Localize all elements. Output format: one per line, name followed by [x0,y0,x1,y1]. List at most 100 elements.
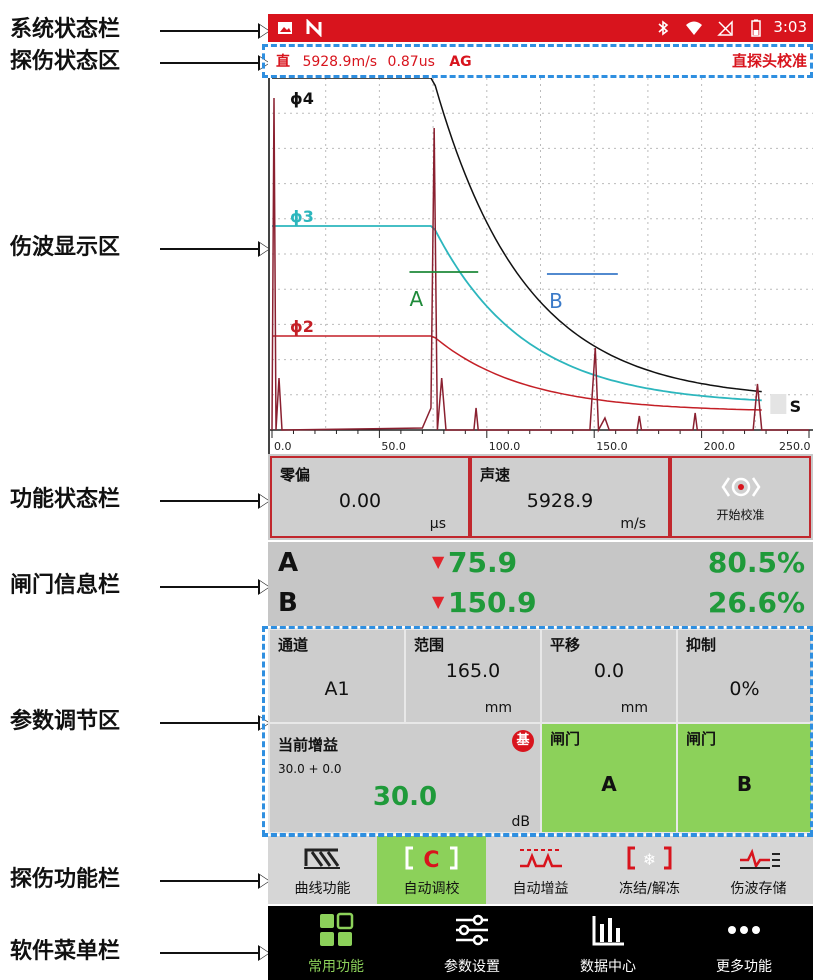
gain-cell[interactable]: 当前增益 基 30.0 + 0.0 30.0 dB [270,724,540,832]
detect-status-area: 直 5928.9m/s 0.87us AG 直探头校准 [268,44,813,76]
range-label: 范围 [414,636,445,654]
arrow-icon [258,873,270,889]
shift-unit: mm [620,700,648,716]
gain-value: 30.0 [372,782,438,812]
channel-cell[interactable]: 通道 A1 [270,630,404,722]
arrow-icon [258,579,270,595]
freeze-label: 冻结/解冻 [619,881,680,897]
device-screen: 3:03 直 5928.9m/s 0.87us AG 直探头校准 0.0 50.0… [262,14,813,980]
gate-a-amplitude: 80.5% [707,546,805,579]
wave-plot[interactable]: 0.0 50.0 100.0 150.0 200.0 250.0 A Bϕ4 ϕ3 ϕ2 S [270,77,813,454]
gate-a-button[interactable]: 闸门 A [542,724,676,832]
zero-offset-cell[interactable]: 零偏 0.00 μs [270,456,470,538]
annotation-label: 伤波显示区 [10,235,121,260]
menu-more-functions[interactable]: 更多功能 [676,906,812,980]
velocity-value: 5928.9 [526,490,594,512]
zero-offset-value: 0.00 [338,490,382,512]
scan-marker-box [770,394,787,414]
curve-function-button[interactable]: 曲线功能 [268,836,377,904]
gate-b-row: B ▼ 150.9 26.6% [268,584,813,624]
probe-calibration-title: 直探头校准 [731,52,807,70]
menu-parameter-settings-label: 参数设置 [444,959,500,975]
annotation-func-status: 功能状态栏 [0,480,270,520]
annotation-label: 探伤状态区 [10,49,121,74]
auto-calibrate-button[interactable]: C 自动调校 [377,836,486,904]
wave-save-label: 伤波存储 [730,881,787,897]
parameter-area: 通道 A1 范围 165.0 mm 平移 0.0 mm 抑制 0% 当前增益 基… [268,628,813,834]
menu-data-center[interactable]: 数据中心 [540,906,676,980]
gate-a-name: A [278,548,299,578]
gate-b-label: B [549,289,563,313]
x-tick-label: 50.0 [381,440,406,453]
range-unit: mm [484,700,512,716]
bar-chart-icon [592,916,624,946]
menu-common-functions-label: 常用功能 [308,959,364,975]
gate-a-button-value: A [601,772,617,796]
auto-gain-button[interactable]: 自动增益 [486,836,595,904]
annotation-system-status: 系统状态栏 [0,10,270,50]
gate-info-bar: A ▼ 75.9 80.5% B ▼ 150.9 26.6% [268,542,813,626]
eye-target-icon [720,477,761,497]
gain-base-badge[interactable]: 基 [512,730,534,752]
velocity-unit: m/s [620,516,646,532]
arrow-icon [258,945,270,961]
svg-text:C: C [423,848,439,872]
menu-common-functions[interactable]: 常用功能 [268,906,404,980]
zero-offset-label: 零偏 [280,466,311,484]
annotation-label: 功能状态栏 [10,487,121,512]
phi3-curve [272,225,762,402]
x-tick-label: 150.0 [596,440,628,453]
gate-a-button-label: 闸门 [550,730,581,748]
annotation-line [160,952,260,954]
auto-calibrate-icon: C [405,846,458,872]
menu-parameter-settings[interactable]: 参数设置 [404,906,540,980]
phi4-label: ϕ4 [290,89,314,108]
gain-label: 当前增益 [278,736,339,754]
range-cell[interactable]: 范围 165.0 mm [406,630,540,722]
wifi-icon [685,21,702,35]
x-tick-label: 250.0 [779,440,811,453]
annotation-wave-display: 伤波显示区 [0,228,270,268]
start-calibration-button[interactable]: 开始校准 [670,456,811,538]
shift-cell[interactable]: 平移 0.0 mm [542,630,676,722]
start-calibration-label: 开始校准 [716,508,765,522]
annotation-label: 软件菜单栏 [10,939,121,964]
probe-mode: 直 [276,54,290,70]
bluetooth-icon [658,19,669,36]
phi2-label: ϕ2 [290,317,314,336]
gate-b-amplitude: 26.6% [707,586,805,619]
reject-cell[interactable]: 抑制 0% [678,630,811,722]
gain-mode-badge: AG [449,54,472,70]
annotation-label: 参数调节区 [10,709,121,734]
arrow-down-icon: ▼ [432,552,445,571]
freeze-icon: ❄ [627,846,672,870]
gate-b-button[interactable]: 闸门 B [678,724,811,832]
reject-value: 0% [729,678,760,700]
annotation-label: 系统状态栏 [10,17,121,42]
phi2-curve [272,335,762,411]
grid-icon [320,912,354,946]
velocity-cell[interactable]: 声速 5928.9 m/s [470,456,670,538]
x-tick-label: 100.0 [489,440,521,453]
annotation-line [160,248,260,250]
freeze-button[interactable]: ❄ 冻结/解冻 [595,836,704,904]
gate-b-position: 150.9 [448,586,537,619]
arrow-down-icon: ▼ [432,592,445,611]
gate-a-row: A ▼ 75.9 80.5% [268,544,813,584]
svg-text:❄: ❄ [643,850,656,869]
software-menu-bar: 常用功能 参数设置 数据中心 [268,906,813,980]
annotation-detect-status: 探伤状态区 [0,42,270,82]
reject-label: 抑制 [686,636,717,654]
system-status-bar: 3:03 [268,14,813,42]
annotation-line [160,722,260,724]
x-tick-label: 0.0 [274,440,292,453]
phi3-label: ϕ3 [290,207,314,226]
annotation-menubar: 软件菜单栏 [0,932,270,972]
phi4-curve [272,77,762,393]
gain-breakdown: 30.0 + 0.0 [278,762,342,776]
wave-save-button[interactable]: 伤波存储 [704,836,813,904]
annotation-funcbar: 探伤功能栏 [0,860,270,900]
zero-offset-unit: μs [429,516,446,532]
gain-unit: dB [511,814,531,830]
